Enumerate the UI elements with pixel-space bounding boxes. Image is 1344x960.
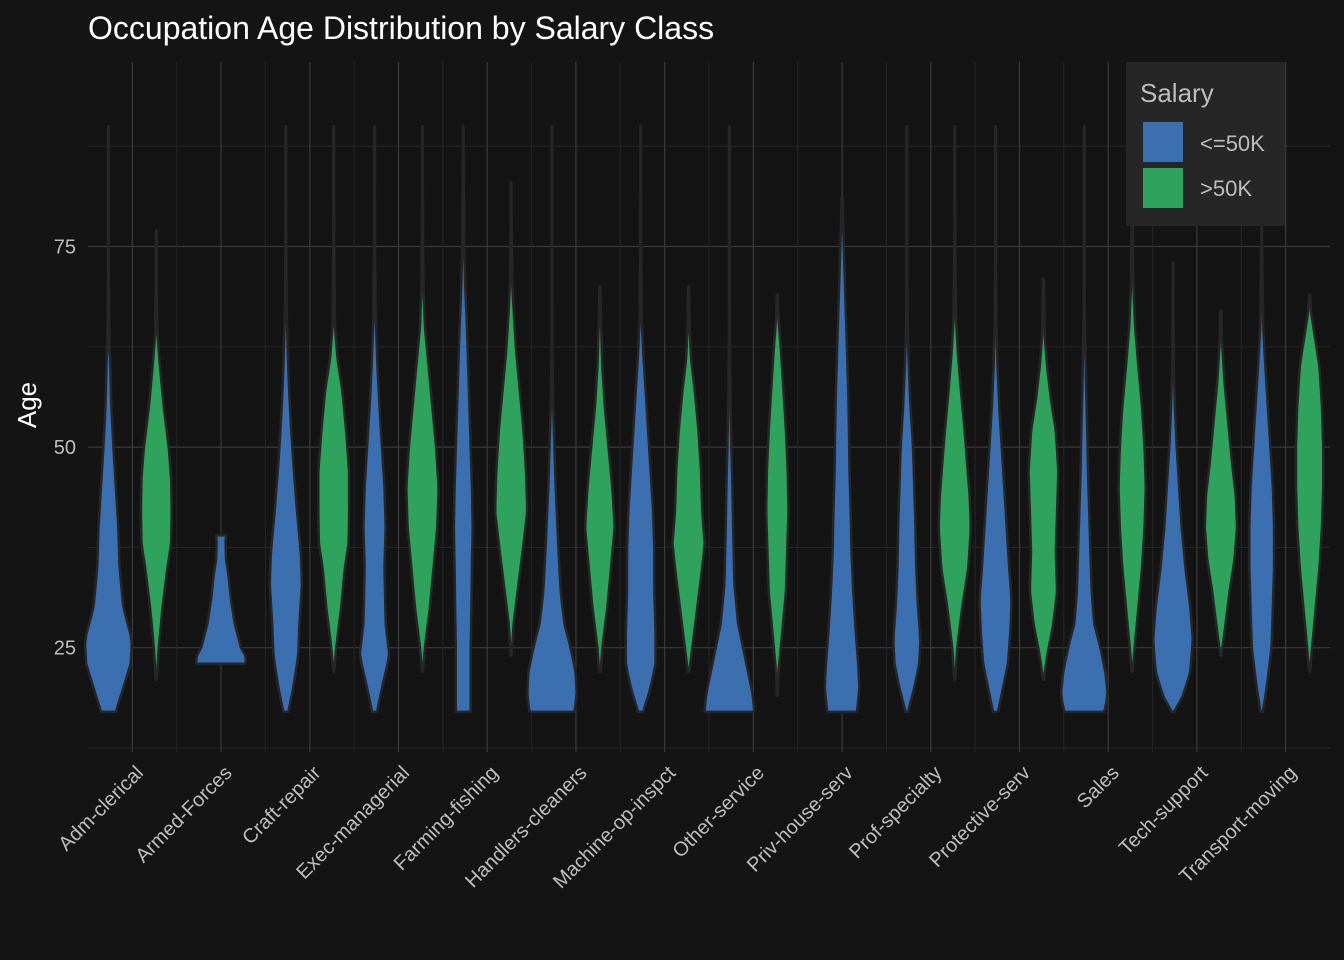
legend: Salary <=50K >50K bbox=[1126, 62, 1285, 226]
violin-gt50k-exec-managerial bbox=[405, 124, 440, 674]
y-axis: 25 50 75 bbox=[54, 237, 76, 660]
violin-gt50k-prof-specialty bbox=[937, 124, 972, 682]
violin-layer bbox=[83, 124, 1325, 714]
y-tick-label: 25 bbox=[54, 638, 76, 660]
violin-gt50k-handlers-cleaners bbox=[583, 285, 616, 674]
violin-gt50k-machine-op-inspct bbox=[671, 285, 706, 674]
violin-gt50k-craft-repair bbox=[317, 124, 351, 674]
violin-le50k-protective-serv bbox=[978, 124, 1013, 714]
violin-le50k-tech-support bbox=[1152, 261, 1194, 714]
legend-label-gt50k: >50K bbox=[1200, 176, 1252, 201]
violin-le50k-armed-forces bbox=[194, 534, 248, 665]
violin-le50k-farming-fishing bbox=[452, 124, 474, 714]
legend-label-le50k: <=50K bbox=[1200, 131, 1265, 156]
y-axis-label: Age bbox=[12, 382, 42, 428]
grid-lines bbox=[88, 62, 1330, 752]
violin-le50k-sales bbox=[1059, 124, 1109, 714]
violin-le50k-machine-op-inspct bbox=[624, 124, 657, 714]
violin-le50k-adm-clerical bbox=[83, 124, 134, 714]
legend-title: Salary bbox=[1140, 78, 1214, 108]
violin-gt50k-tech-support bbox=[1203, 309, 1239, 657]
violin-gt50k-protective-serv bbox=[1027, 277, 1060, 682]
violin-le50k-handlers-cleaners bbox=[526, 124, 578, 714]
violin-le50k-craft-repair bbox=[268, 124, 304, 714]
violin-gt50k-farming-fishing bbox=[493, 181, 529, 657]
violin-gt50k-other-service bbox=[764, 293, 790, 698]
legend-key-le50k bbox=[1143, 122, 1183, 162]
violin-le50k-priv-house-serv bbox=[823, 197, 861, 714]
violin-gt50k-adm-clerical bbox=[139, 229, 173, 682]
chart-title: Occupation Age Distribution by Salary Cl… bbox=[88, 10, 714, 46]
violin-gt50k-transport-moving bbox=[1294, 293, 1325, 674]
y-tick-label: 50 bbox=[54, 437, 76, 459]
violin-le50k-prof-specialty bbox=[892, 124, 922, 714]
violin-le50k-other-service bbox=[703, 124, 756, 714]
legend-key-gt50k bbox=[1143, 168, 1183, 208]
y-tick-label: 75 bbox=[54, 237, 76, 259]
violin-le50k-exec-managerial bbox=[358, 124, 391, 714]
